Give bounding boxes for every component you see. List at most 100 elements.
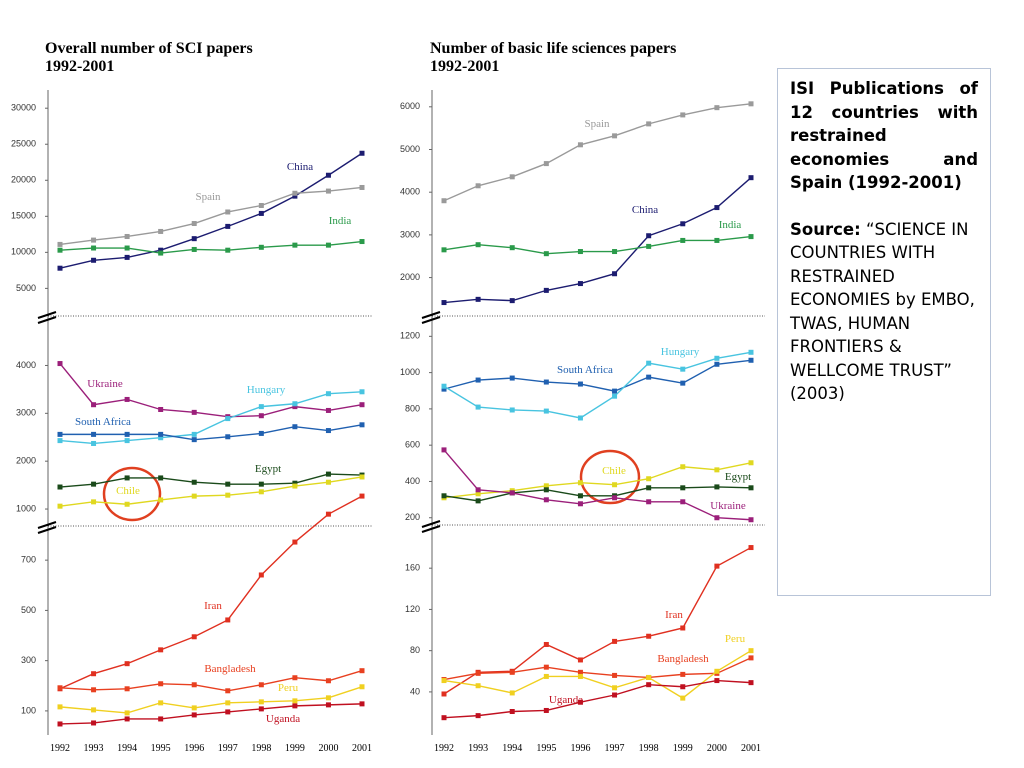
- data-point: [124, 245, 130, 251]
- data-point: [612, 388, 618, 394]
- data-point: [325, 188, 331, 194]
- data-point: [191, 493, 197, 499]
- data-point: [292, 242, 298, 248]
- data-point: [191, 246, 197, 252]
- y-tick-label: 4000: [400, 187, 420, 197]
- data-point: [612, 482, 618, 488]
- data-point: [292, 698, 298, 704]
- data-point: [612, 685, 618, 691]
- x-tick-label: 1997: [218, 743, 238, 754]
- y-tick-label: 2000: [400, 272, 420, 282]
- y-tick-label: 25000: [11, 139, 36, 149]
- data-point: [646, 476, 652, 482]
- data-point: [714, 467, 720, 473]
- data-point: [646, 233, 652, 239]
- data-point: [475, 670, 481, 676]
- series-label: Chile: [602, 465, 626, 477]
- series-label: Bangladesh: [204, 663, 256, 675]
- y-tick-label: 700: [21, 555, 36, 565]
- data-point: [158, 228, 164, 234]
- data-point: [680, 464, 686, 470]
- data-point: [509, 669, 515, 675]
- data-point: [292, 404, 298, 410]
- data-point: [191, 437, 197, 443]
- data-point: [543, 287, 549, 293]
- data-point: [475, 498, 481, 504]
- data-point: [441, 493, 447, 499]
- data-point: [124, 710, 130, 716]
- series-line: [443, 486, 752, 502]
- data-point: [191, 479, 197, 485]
- data-point: [124, 475, 130, 481]
- series-label: Iran: [204, 600, 222, 612]
- data-point: [91, 499, 97, 505]
- data-point: [714, 563, 720, 569]
- data-point: [475, 296, 481, 302]
- series-label: Chile: [116, 485, 140, 497]
- series-line: [59, 686, 363, 714]
- series-line: [443, 650, 752, 699]
- data-point: [680, 499, 686, 505]
- data-point: [577, 381, 583, 387]
- data-point: [158, 681, 164, 687]
- data-point: [441, 383, 447, 389]
- series-line: [443, 351, 752, 419]
- y-tick-label: 1200: [400, 331, 420, 341]
- data-point: [225, 434, 231, 440]
- x-tick-label: 1998: [251, 743, 271, 754]
- highlight-circle: [102, 466, 162, 522]
- x-tick-label: 1996: [570, 743, 590, 754]
- data-point: [258, 244, 264, 250]
- data-point: [748, 680, 754, 686]
- data-point: [258, 203, 264, 208]
- data-point: [359, 701, 365, 707]
- chart-title: Number of basic life sciences papers: [430, 40, 676, 57]
- data-point: [714, 668, 720, 674]
- x-tick-label: 2000: [318, 743, 338, 754]
- series-label: South Africa: [75, 416, 131, 428]
- data-point: [191, 712, 197, 718]
- x-tick-label: 1993: [84, 743, 104, 754]
- data-point: [475, 487, 481, 493]
- data-point: [509, 174, 515, 180]
- data-point: [258, 706, 264, 712]
- y-tick-label: 40: [410, 686, 420, 696]
- y-tick-label: 80: [410, 645, 420, 655]
- data-point: [714, 355, 720, 361]
- axis-break: [421, 520, 441, 533]
- data-point: [191, 634, 197, 640]
- data-point: [225, 481, 231, 487]
- data-point: [258, 430, 264, 436]
- data-point: [225, 416, 231, 422]
- data-point: [158, 435, 164, 441]
- x-tick-label: 2000: [707, 743, 727, 754]
- data-point: [225, 688, 231, 694]
- data-point: [158, 716, 164, 722]
- data-point: [509, 709, 515, 715]
- series-label: Ukraine: [710, 500, 746, 512]
- data-point: [646, 121, 652, 127]
- data-point: [543, 673, 549, 679]
- series-line: [443, 103, 752, 202]
- series-line: [443, 177, 752, 304]
- data-point: [57, 431, 63, 437]
- data-point: [475, 713, 481, 719]
- data-point: [191, 409, 197, 415]
- data-point: [57, 241, 63, 247]
- data-point: [225, 223, 231, 229]
- data-point: [612, 672, 618, 678]
- data-point: [441, 300, 447, 306]
- data-point: [258, 699, 264, 705]
- source-year: (2003): [790, 384, 845, 403]
- data-point: [91, 245, 97, 251]
- axis-break: [37, 521, 57, 534]
- y-tick-label: 800: [405, 403, 420, 413]
- data-point: [748, 545, 754, 551]
- data-point: [325, 471, 331, 477]
- data-point: [292, 675, 298, 681]
- data-point: [577, 281, 583, 287]
- data-point: [680, 366, 686, 372]
- data-point: [509, 245, 515, 251]
- charts: Overall number of SCI papers 1992-2001 N…: [11, 40, 765, 754]
